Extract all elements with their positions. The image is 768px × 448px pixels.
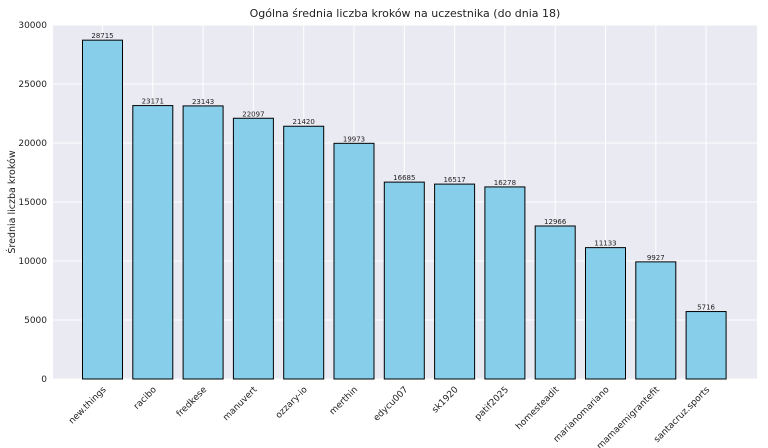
x-tick-label: fredkese xyxy=(175,385,210,420)
bar-patif2025 xyxy=(484,186,526,380)
x-tick-label: merthin xyxy=(328,385,360,417)
bar-value-label: 5716 xyxy=(697,304,715,312)
y-axis-label: Średnia liczba kroków xyxy=(6,150,18,253)
y-tick-label: 30000 xyxy=(18,21,47,31)
bars xyxy=(82,39,727,380)
x-tick-label: new.things xyxy=(67,385,109,427)
x-tick-label: edycu007 xyxy=(372,385,410,423)
bar-racibo xyxy=(132,105,174,380)
x-tick-label: santacruz.sports xyxy=(652,385,712,445)
chart-title: Ogólna średnia liczba kroków na uczestni… xyxy=(250,7,561,20)
bar-manuvert xyxy=(232,117,274,380)
bar-new.things xyxy=(82,39,123,380)
bar-value-label: 9927 xyxy=(647,254,665,262)
x-tick-labels: new.things racibo fredkese manuvert ozzary-i… xyxy=(67,385,712,448)
x-tick-label: patif2025 xyxy=(473,385,511,423)
y-tick-label: 15000 xyxy=(18,198,47,208)
bar-edycu007 xyxy=(383,181,425,380)
bar-ozzary-io xyxy=(283,125,325,380)
x-tick-label: homesteadit xyxy=(514,385,561,432)
bar-marianomariano xyxy=(585,247,626,380)
y-tick-label: 20000 xyxy=(18,139,47,149)
bar-value-label: 23171 xyxy=(142,98,164,106)
y-tick-label: 5000 xyxy=(24,316,47,326)
x-tick-label: ozzary-io xyxy=(274,385,310,421)
bar-value-label: 28715 xyxy=(91,32,113,40)
bar-value-label: 16685 xyxy=(393,174,415,182)
bar-sk1920 xyxy=(434,183,476,380)
bar-value-label: 11133 xyxy=(594,240,616,248)
y-tick-label: 25000 xyxy=(18,80,47,90)
y-tick-labels: 0 5000 10000 15000 20000 25000 30000 xyxy=(18,21,47,385)
bar-fredkese xyxy=(182,105,224,380)
bar-mamaemigrantefit xyxy=(635,261,677,380)
x-tick-label: racibo xyxy=(132,385,159,412)
y-tick-label: 0 xyxy=(41,375,47,385)
x-tick-label: manuvert xyxy=(221,385,259,423)
bar-value-label: 22097 xyxy=(242,110,264,118)
bar-value-labels: 28715 23171 23143 22097 21420 19973 16685 16517… xyxy=(91,32,715,311)
bar-value-label: 23143 xyxy=(192,98,214,106)
bar-value-label: 19973 xyxy=(343,135,365,143)
bar-value-label: 16278 xyxy=(494,179,516,187)
bar-value-label: 12966 xyxy=(544,218,567,226)
bar-santacruz.sports xyxy=(685,311,727,380)
bar-value-label: 21420 xyxy=(293,118,315,126)
bar-merthin xyxy=(333,142,375,380)
y-tick-label: 10000 xyxy=(18,257,47,267)
bar-value-label: 16517 xyxy=(443,176,465,184)
x-tick-label: sk1920 xyxy=(430,385,460,415)
bar-homesteadit xyxy=(534,225,576,380)
